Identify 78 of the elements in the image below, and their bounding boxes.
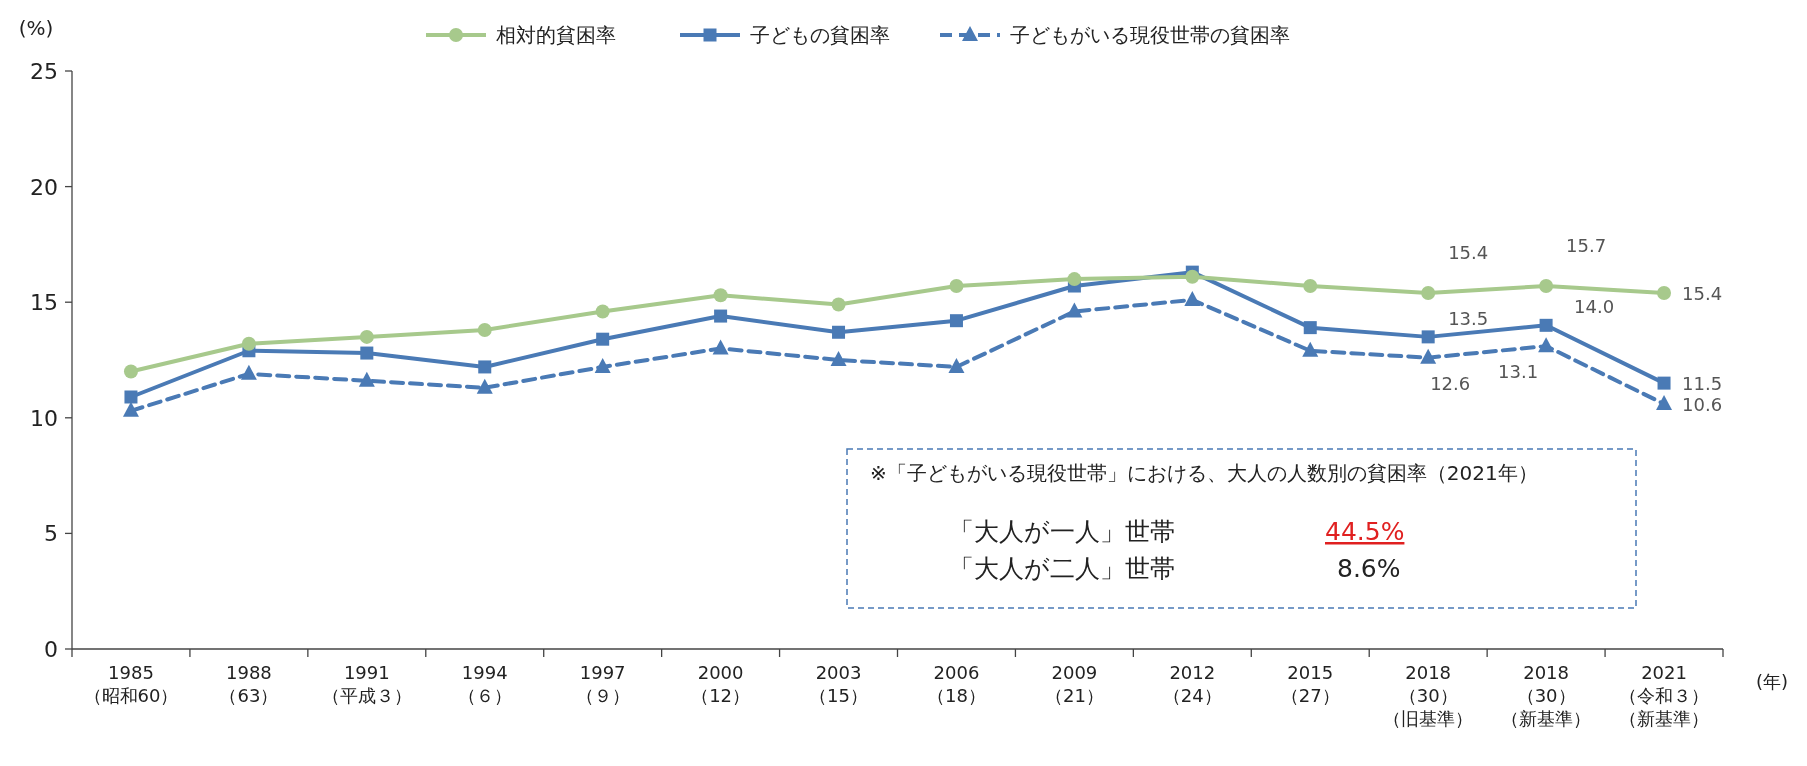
data-label: 12.6 (1430, 372, 1471, 394)
point (476, 378, 493, 394)
data-label: 11.5 (1682, 373, 1723, 395)
data-label: 13.5 (1448, 307, 1489, 329)
x-tick-label: 1994 （６） (457, 662, 512, 706)
annotation: 「大人が一人」世帯 (949, 517, 1175, 546)
annotation: 8.6% (1337, 554, 1401, 583)
point (1303, 321, 1317, 335)
point (1421, 285, 1436, 300)
x-tick-label: 2000 （12） (691, 662, 751, 706)
point (359, 329, 374, 344)
point (713, 288, 728, 303)
point (240, 364, 257, 380)
x-tick-label: 1985 （昭和60） (83, 662, 179, 706)
point (360, 346, 374, 360)
y-tick-label: 20 (30, 174, 58, 200)
point (478, 360, 492, 374)
y-tick-label: 5 (44, 521, 58, 547)
legend-label: 相対的貧困率 (496, 23, 616, 47)
data-label: 15.4 (1682, 282, 1723, 304)
point (1421, 330, 1435, 344)
y-tick-label: 15 (30, 290, 58, 316)
annotation: 44.5% (1325, 517, 1405, 546)
x-tick-label: 2018 （30）（新基準） (1501, 662, 1592, 729)
point (1657, 376, 1671, 390)
point (714, 309, 728, 323)
point (123, 364, 138, 379)
point (595, 304, 610, 319)
point (948, 357, 965, 373)
point (124, 390, 138, 404)
point (1656, 394, 1673, 410)
data-label: 13.1 (1498, 361, 1539, 383)
point (241, 336, 256, 351)
point (712, 339, 729, 355)
point (477, 322, 492, 337)
x-tick-label: 2009 （21） (1044, 662, 1104, 706)
point (1539, 318, 1553, 332)
x-tick-label: 2021 （令和３）（新基準） (1619, 662, 1710, 729)
point (1420, 348, 1437, 364)
point (594, 357, 611, 373)
point (122, 401, 139, 417)
point (1066, 302, 1083, 318)
x-tick-label: 2003 （15） (809, 662, 868, 706)
data-label: 10.6 (1682, 393, 1723, 415)
point (1185, 269, 1200, 284)
point (596, 332, 610, 346)
point (949, 279, 964, 294)
y-axis-title: (%) (18, 16, 54, 40)
data-label: 15.7 (1566, 235, 1607, 257)
x-tick-label: 2006 （18） (927, 662, 986, 706)
x-tick-label: 2015 （27） (1280, 662, 1340, 706)
point (1184, 290, 1201, 306)
x-tick-label: 2012 （24） (1162, 662, 1222, 706)
point (832, 325, 846, 339)
point (949, 314, 963, 328)
legend-label: 子どもがいる現役世帯の貧困率 (1010, 23, 1290, 47)
x-axis-title: (年) (1755, 671, 1789, 692)
annotation: ※「子どもがいる現役世帯」における、大人の人数別の貧困率（2021年） (870, 461, 1538, 485)
x-tick-label: 1988 （63） (219, 662, 279, 706)
point (830, 351, 847, 366)
point (1539, 279, 1554, 294)
annotation: 「大人が二人」世帯 (949, 554, 1175, 583)
data-label: 15.4 (1448, 241, 1489, 263)
x-tick-label: 1997 （９） (575, 662, 630, 706)
point (1657, 285, 1672, 300)
x-tick-label: 1991 （平成３） (321, 662, 412, 706)
y-tick-label: 0 (44, 637, 58, 662)
point (1538, 337, 1555, 353)
y-tick-label: 25 (30, 59, 58, 84)
point (358, 371, 375, 387)
y-tick-label: 10 (30, 405, 58, 431)
point (831, 297, 846, 312)
x-tick-label: 2018 （30）（旧基準） (1383, 662, 1474, 729)
point (1067, 272, 1082, 287)
point (1303, 279, 1318, 294)
legend-label: 子どもの貧困率 (750, 23, 890, 47)
data-label: 14.0 (1574, 296, 1615, 318)
point (1302, 341, 1319, 357)
